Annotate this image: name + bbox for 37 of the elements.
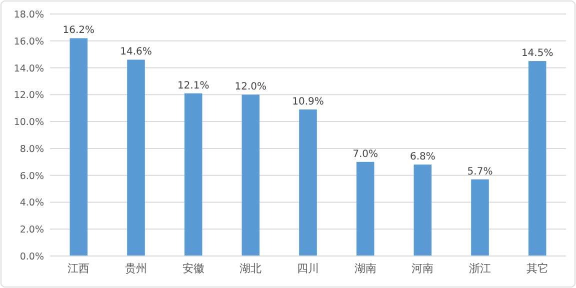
data-label: 14.5% [521, 48, 554, 60]
x-tick-label: 安徽 [182, 262, 204, 275]
data-label: 6.8% [410, 152, 436, 163]
x-tick-label: 湖南 [354, 262, 376, 275]
x-tick-label: 江西 [68, 262, 90, 275]
bar [471, 179, 489, 256]
y-tick-label: 18.0% [14, 10, 44, 20]
y-tick-label: 12.0% [14, 90, 44, 102]
bar [528, 61, 546, 256]
bar [356, 162, 374, 256]
data-label: 12.0% [234, 82, 267, 93]
x-tick-label: 河南 [412, 262, 434, 275]
y-tick-label: 2.0% [20, 224, 44, 236]
y-tick-label: 4.0% [20, 198, 44, 209]
bar [70, 38, 88, 256]
y-tick-label: 10.0% [14, 117, 44, 128]
data-label: 7.0% [352, 148, 378, 160]
x-tick-label: 湖北 [240, 262, 262, 275]
y-tick-label: 0.0% [20, 252, 44, 262]
y-tick-label: 6.0% [20, 170, 44, 182]
bar [414, 164, 432, 256]
data-label: 12.1% [177, 80, 210, 92]
bar [184, 93, 202, 256]
bar [299, 109, 317, 256]
x-tick-label: 浙江 [469, 262, 491, 275]
x-tick-label: 四川 [297, 262, 319, 275]
x-tick-label: 贵州 [125, 262, 147, 275]
y-tick-label: 8.0% [20, 144, 44, 155]
x-tick-label: 其它 [526, 262, 548, 275]
bar [127, 60, 145, 256]
data-label: 16.2% [62, 25, 95, 36]
bar [242, 94, 260, 256]
y-tick-label: 14.0% [14, 63, 44, 74]
y-tick-label: 16.0% [14, 36, 44, 48]
data-label: 14.6% [120, 46, 152, 58]
data-label: 5.7% [467, 166, 493, 178]
data-label: 10.9% [292, 96, 324, 108]
